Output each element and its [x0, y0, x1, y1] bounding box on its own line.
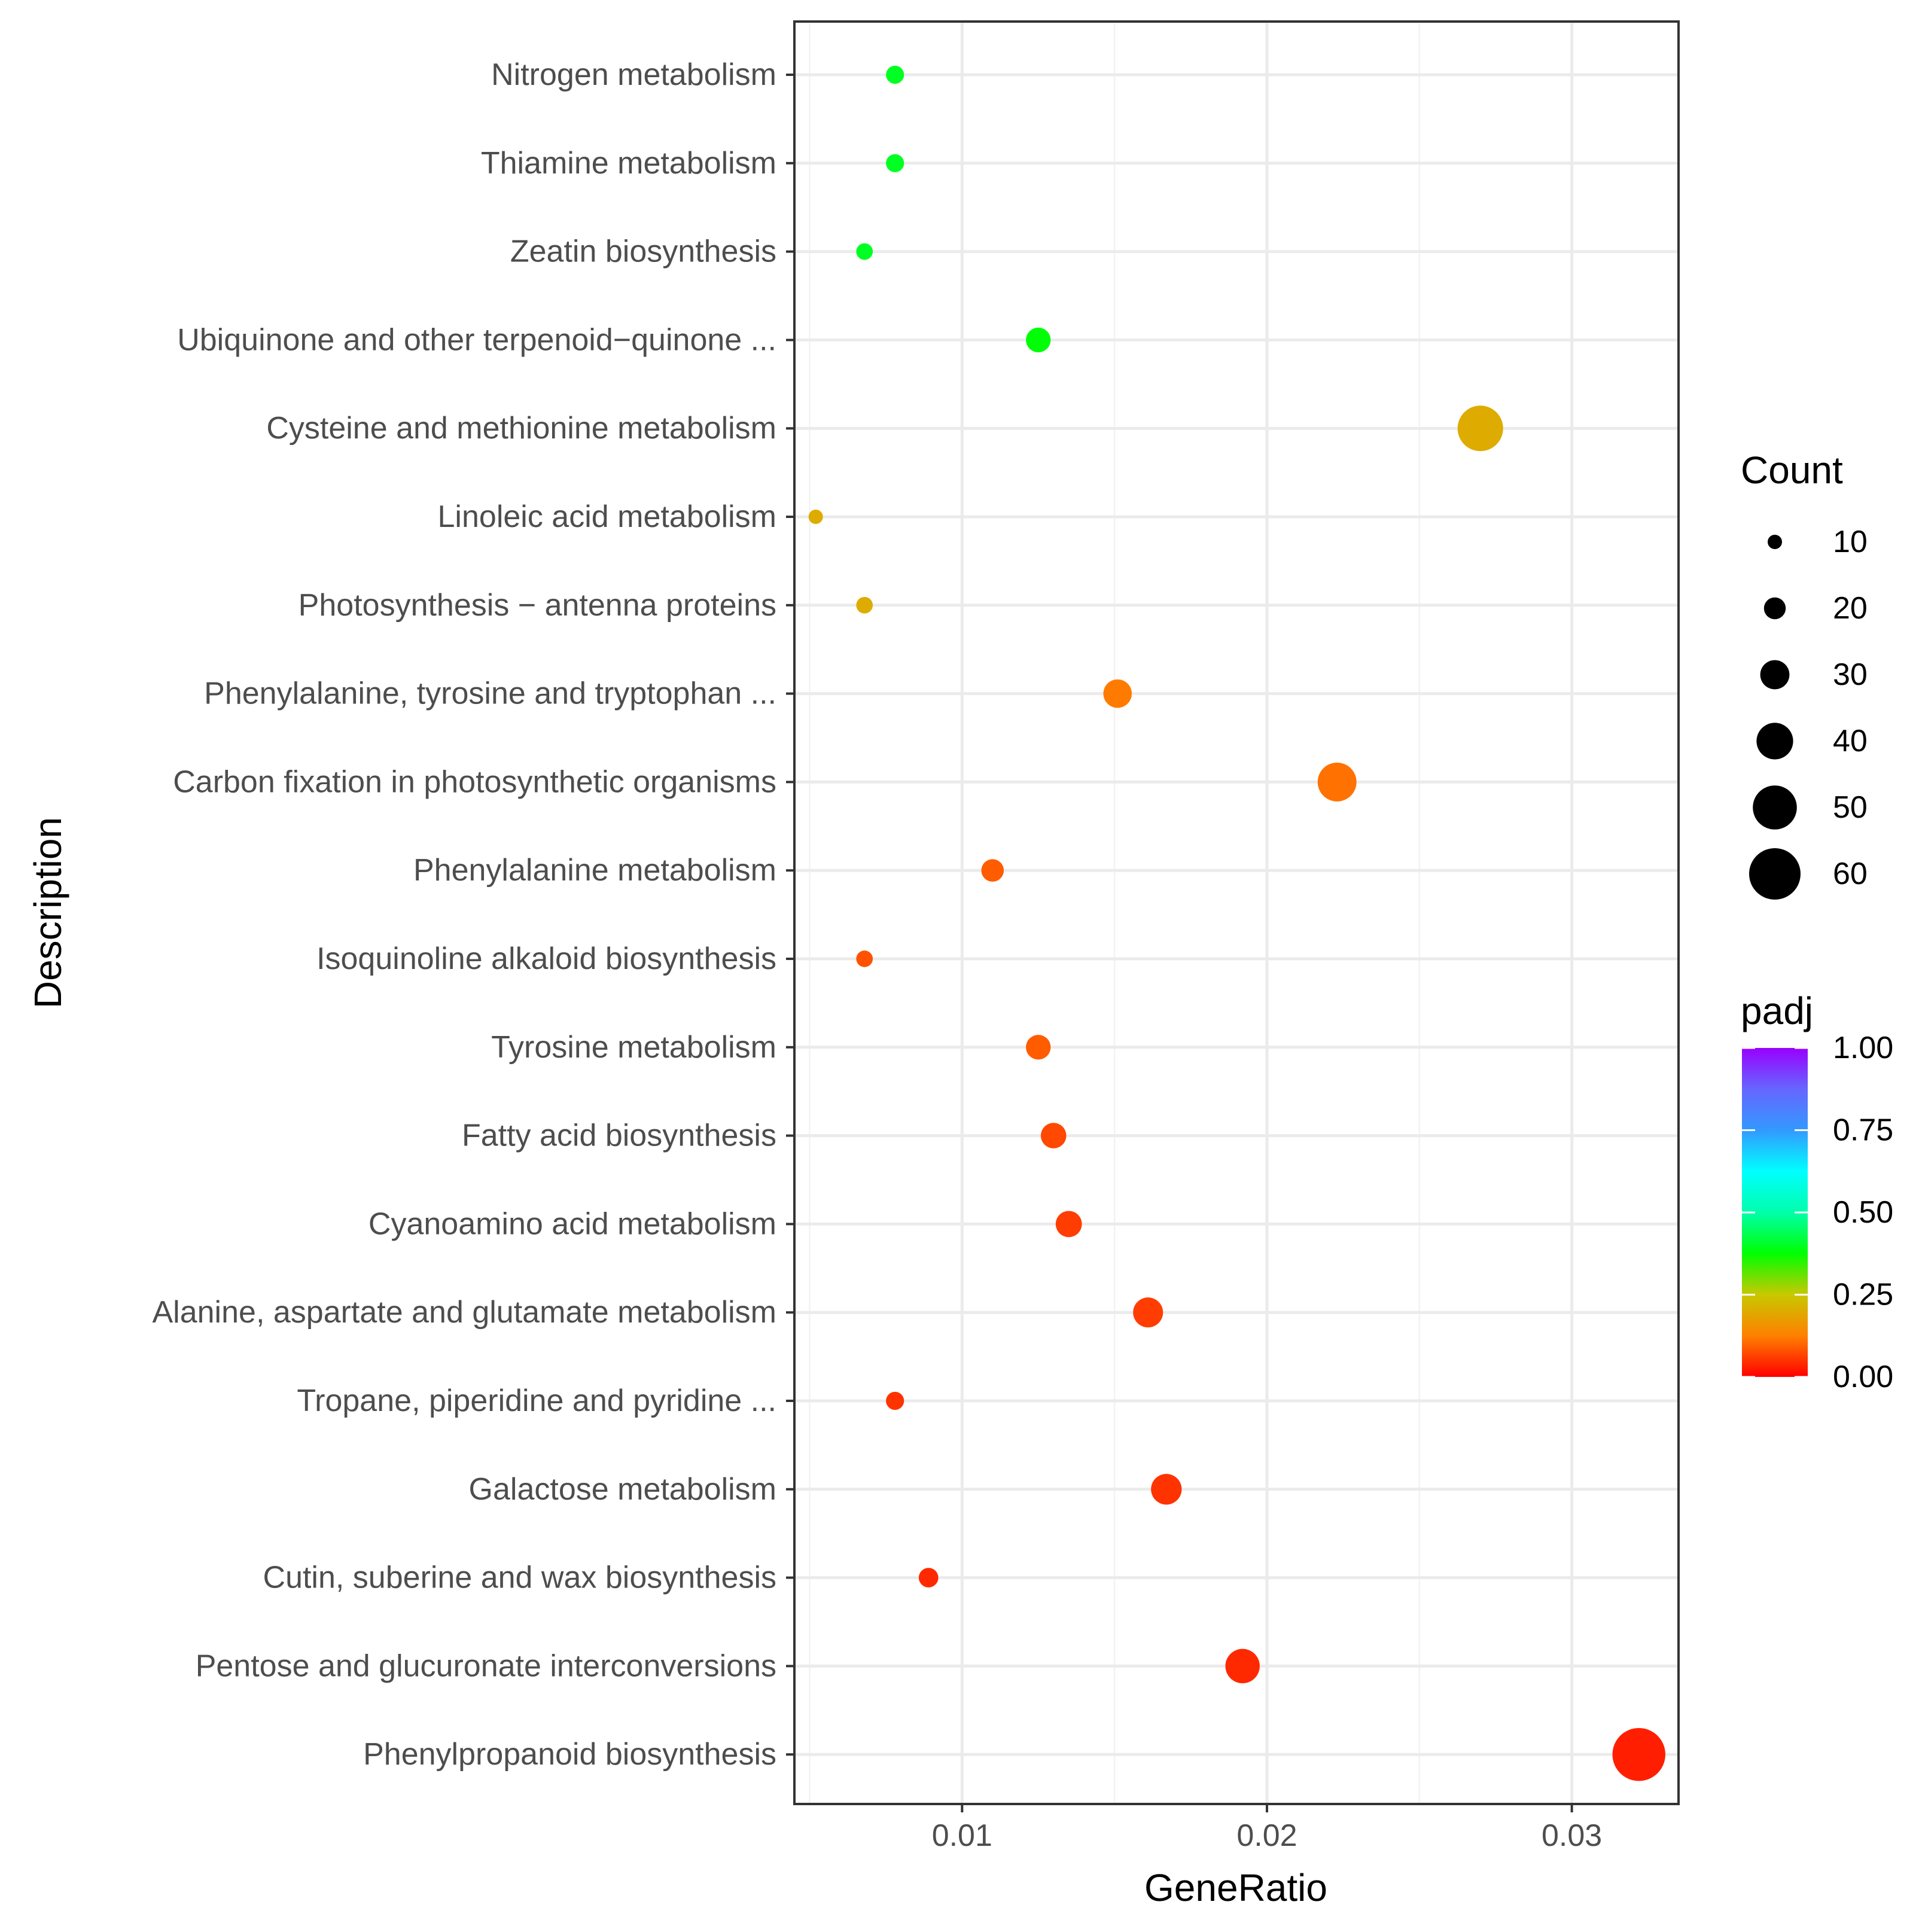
y-tick-label: Galactose metabolism	[469, 1472, 776, 1507]
count-legend-key	[1768, 535, 1782, 549]
data-point	[1055, 1211, 1082, 1238]
plot-panel	[793, 20, 1680, 1805]
count-legend-key	[1749, 848, 1801, 900]
y-tick-label: Tropane, piperidine and pyridine ...	[297, 1384, 776, 1418]
padj-colorbar-labels: 0.00 0.25 0.50 0.75 1.00	[1833, 1031, 1893, 1394]
colorbar-label: 1.00	[1833, 1031, 1893, 1065]
x-axis-ticks	[961, 1804, 1573, 1812]
y-tick-label: Thiamine metabolism	[481, 146, 776, 181]
padj-legend-title: padj	[1741, 989, 1813, 1032]
x-axis: 0.01 0.02 0.03	[932, 1804, 1603, 1853]
y-tick-label: Pentose and glucuronate interconversions	[196, 1648, 776, 1683]
data-point	[856, 950, 873, 967]
count-legend: Count 10 20 30 40 50 60	[1741, 449, 1868, 900]
y-tick-label: Ubiquinone and other terpenoid−quinone .…	[177, 322, 776, 357]
count-legend-key	[1763, 597, 1786, 620]
data-point	[1612, 1727, 1665, 1781]
x-axis-labels: 0.01 0.02 0.03	[932, 1818, 1603, 1853]
y-tick-label: Carbon fixation in photosynthetic organi…	[173, 764, 776, 799]
count-legend-label: 60	[1833, 857, 1868, 891]
colorbar-label: 0.25	[1833, 1278, 1893, 1312]
data-point	[886, 1391, 904, 1410]
y-tick-label: Cyanoamino acid metabolism	[368, 1206, 776, 1241]
data-point	[1151, 1474, 1182, 1505]
data-point	[1457, 406, 1503, 452]
y-tick-label: Zeatin biosynthesis	[510, 234, 776, 269]
count-legend-key	[1753, 785, 1797, 830]
x-axis-title: GeneRatio	[1144, 1866, 1327, 1909]
y-axis-ticks	[786, 74, 794, 1756]
x-tick-label: 0.01	[932, 1818, 992, 1853]
data-point	[1103, 679, 1132, 708]
minor-gridlines	[809, 22, 1421, 1804]
count-legend-label: 40	[1833, 724, 1868, 758]
count-legend-label: 50	[1833, 790, 1868, 825]
y-tick-label: Photosynthesis − antenna proteins	[298, 588, 776, 623]
data-point	[1317, 762, 1357, 802]
data-point	[886, 154, 904, 172]
data-point	[1225, 1648, 1260, 1684]
panel-border	[793, 20, 1680, 1805]
y-axis-title: Description	[26, 817, 69, 1008]
padj-colorbar-ticks	[1742, 1047, 1808, 1378]
y-axis-labels: Nitrogen metabolism Thiamine metabolism Ze…	[152, 57, 776, 1772]
data-point	[886, 65, 904, 84]
data-point	[1040, 1123, 1067, 1148]
data-points	[808, 65, 1665, 1781]
data-point	[856, 596, 873, 614]
y-tick-label: Cutin, suberine and wax biosynthesis	[263, 1561, 776, 1595]
colorbar-label: 0.50	[1833, 1195, 1893, 1230]
y-tick-label: Phenylpropanoid biosynthesis	[363, 1737, 776, 1772]
count-legend-title: Count	[1741, 449, 1843, 492]
y-axis: Nitrogen metabolism Thiamine metabolism Ze…	[152, 57, 794, 1772]
colorbar-label: 0.75	[1833, 1113, 1893, 1148]
padj-legend: padj 0.00 0.25 0.50 0.75 1.00	[1741, 989, 1893, 1394]
y-tick-label: Tyrosine metabolism	[491, 1030, 776, 1065]
x-tick-label: 0.02	[1236, 1818, 1297, 1853]
data-point	[1026, 327, 1051, 353]
y-tick-label: Phenylalanine metabolism	[413, 853, 776, 888]
x-tick-label: 0.03	[1542, 1818, 1602, 1853]
y-tick-label: Linoleic acid metabolism	[438, 499, 777, 534]
data-point	[1026, 1035, 1051, 1060]
data-point	[1133, 1297, 1163, 1328]
data-point	[981, 859, 1004, 882]
count-legend-key	[1756, 723, 1793, 760]
major-gridlines-x	[960, 22, 1574, 1804]
major-gridlines-y	[794, 73, 1679, 1756]
count-legend-label: 30	[1833, 657, 1868, 692]
colorbar-label: 0.00	[1833, 1360, 1893, 1394]
data-point	[918, 1568, 939, 1587]
count-legend-label: 20	[1833, 591, 1868, 626]
count-legend-label: 10	[1833, 525, 1868, 559]
y-tick-label: Fatty acid biosynthesis	[462, 1119, 776, 1153]
y-tick-label: Phenylalanine, tyrosine and tryptophan .…	[204, 676, 776, 711]
count-legend-items: 10 20 30 40 50 60	[1749, 525, 1868, 900]
count-legend-key	[1760, 660, 1790, 690]
panel-background	[794, 22, 1679, 1804]
data-point	[808, 510, 823, 524]
data-point	[856, 243, 873, 260]
y-tick-label: Alanine, aspartate and glutamate metabol…	[152, 1295, 776, 1330]
y-tick-label: Cysteine and methionine metabolism	[266, 411, 776, 446]
y-tick-label: Isoquinoline alkaloid biosynthesis	[316, 941, 776, 976]
y-tick-label: Nitrogen metabolism	[491, 57, 776, 92]
